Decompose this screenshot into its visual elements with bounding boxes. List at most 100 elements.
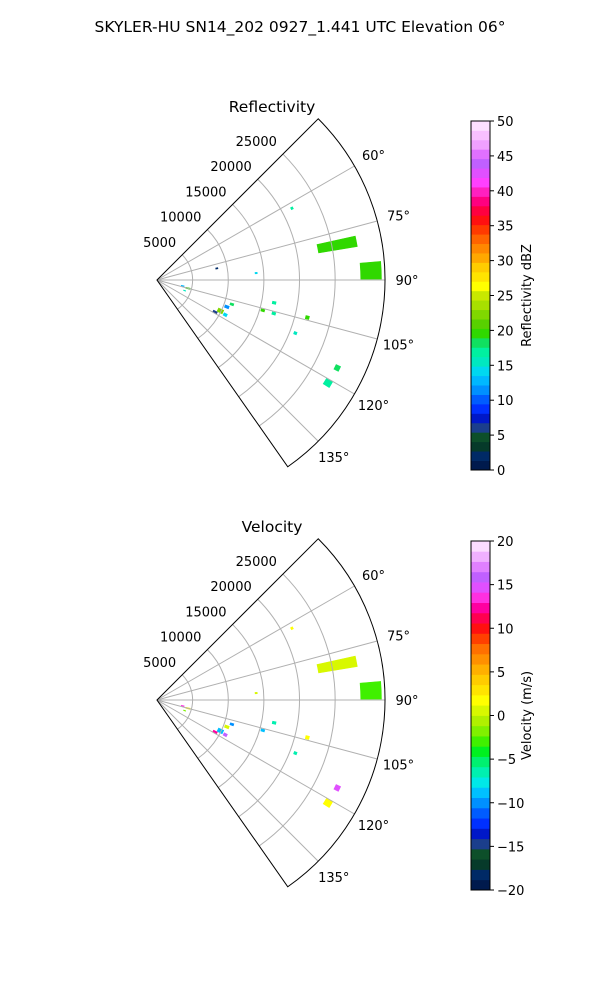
azimuth-gridline xyxy=(156,279,319,442)
azimuth-tick-label: 135° xyxy=(318,871,349,886)
colorbar-tick-label: −5 xyxy=(497,753,516,768)
range-tick-label: 5000 xyxy=(143,236,176,251)
figure-title: SKYLER-HU SN14_202 0927_1.441 UTC Elevat… xyxy=(95,18,506,37)
range-ring xyxy=(238,178,300,398)
azimuth-gridline xyxy=(156,585,355,701)
range-ring xyxy=(197,229,229,339)
echo-cell xyxy=(316,655,358,674)
colorbar-tick-label: 30 xyxy=(497,255,514,270)
colorbar-segment xyxy=(471,787,490,799)
colorbar-segment xyxy=(471,130,490,141)
azimuth-gridline xyxy=(156,699,378,760)
echo-cell xyxy=(183,289,187,292)
range-tick-label: 20000 xyxy=(210,160,251,175)
echo-cell xyxy=(180,704,185,707)
azimuth-gridline xyxy=(156,699,319,862)
echo-cell xyxy=(260,728,266,733)
azimuth-tick-label: 60° xyxy=(362,149,385,164)
echo-cell xyxy=(271,300,277,305)
colorbar-segment xyxy=(471,243,490,254)
range-ring xyxy=(258,153,336,427)
echo-cell xyxy=(316,235,358,254)
range-ring xyxy=(177,254,194,310)
colorbar-segment xyxy=(471,149,490,160)
colorbar-segment xyxy=(471,551,490,562)
colorbar-segment xyxy=(471,319,490,329)
range-tick-label: 5000 xyxy=(143,656,176,671)
colorbar-tick-label: 5 xyxy=(497,429,505,444)
colorbar-segment xyxy=(471,262,490,273)
colorbar-segment xyxy=(471,403,490,414)
colorbar-segment xyxy=(471,224,490,235)
colorbar-tick-label: 5 xyxy=(497,666,505,681)
colorbar-segment xyxy=(471,571,490,583)
colorbar-segment xyxy=(471,859,490,870)
colorbar-segment xyxy=(471,623,490,634)
azimuth-tick-label: 90° xyxy=(395,694,418,709)
range-ring xyxy=(258,573,336,847)
colorbar-segment xyxy=(471,309,490,320)
colorbar-segment xyxy=(471,121,490,131)
colorbar-tick-label: 25 xyxy=(497,290,514,305)
azimuth-tick-label: 105° xyxy=(383,759,414,774)
colorbar-tick-label: 15 xyxy=(497,579,514,594)
colorbar-segment xyxy=(471,300,490,311)
colorbar-segment xyxy=(471,582,490,593)
colorbar-segment xyxy=(471,818,490,829)
echo-cell xyxy=(333,784,342,792)
velocity-panel: Velocity 500010000150002000025000Meters6… xyxy=(143,518,535,899)
colorbar-segment xyxy=(471,561,490,573)
colorbar-segment xyxy=(471,777,490,788)
colorbar-segment xyxy=(471,664,490,675)
reflectivity-panel: Reflectivity 500010000150002000025000Met… xyxy=(143,98,535,479)
echo-layer xyxy=(180,206,382,389)
echo-cell xyxy=(293,751,298,756)
reflectivity-title: Reflectivity xyxy=(229,98,316,116)
colorbar-segment xyxy=(471,328,490,339)
echo-cell xyxy=(229,722,235,727)
velocity-title: Velocity xyxy=(242,518,303,536)
colorbar-segment xyxy=(471,684,490,696)
colorbar-segment xyxy=(471,746,490,757)
echo-cell xyxy=(304,315,310,320)
echo-cell xyxy=(290,206,294,211)
echo-cell xyxy=(180,284,185,287)
colorbar-segment xyxy=(471,756,490,768)
colorbar-segment xyxy=(471,592,490,603)
range-ring xyxy=(197,649,229,759)
range-tick-label: 10000 xyxy=(160,211,201,226)
colorbar-tick-label: 35 xyxy=(497,220,514,235)
colorbar-segment xyxy=(471,394,490,405)
colorbar-segment xyxy=(471,694,490,706)
colorbar-segment xyxy=(471,807,490,819)
colorbar-tick-label: 15 xyxy=(497,359,514,374)
colorbar-tick-label: −20 xyxy=(497,884,524,899)
echo-cell xyxy=(183,709,187,712)
echo-cell xyxy=(254,271,258,275)
colorbar-segment xyxy=(471,541,490,552)
velocity-colorbar: −20 −15 −10 −5 0 5 10 15 20 Velocity (m/s) xyxy=(470,535,535,899)
colorbar-segment xyxy=(471,158,490,169)
range-ring xyxy=(218,204,265,368)
colorbar-segment xyxy=(471,612,490,624)
colorbar-tick-label: 20 xyxy=(497,535,514,550)
echo-cell xyxy=(229,302,235,307)
azimuth-gridline xyxy=(156,640,378,701)
colorbar-segment xyxy=(471,290,490,301)
colorbar-segment xyxy=(471,337,490,348)
colorbar-segment xyxy=(471,187,490,197)
colorbar-segment xyxy=(471,196,490,207)
colorbar-segment xyxy=(471,643,490,655)
colorbar-segment xyxy=(471,797,490,809)
velocity-plot: 500010000150002000025000Meters60°75°90°1… xyxy=(143,538,419,888)
colorbar-segment xyxy=(471,848,490,860)
echo-cell xyxy=(271,311,277,316)
azimuth-tick-label: 105° xyxy=(383,339,414,354)
colorbar-tick-label: 45 xyxy=(497,150,514,165)
azimuth-gridline xyxy=(156,279,378,340)
colorbar-segment xyxy=(471,253,490,263)
azimuth-tick-label: 135° xyxy=(318,451,349,466)
colorbar-segment xyxy=(471,460,490,471)
echo-layer xyxy=(180,626,382,809)
